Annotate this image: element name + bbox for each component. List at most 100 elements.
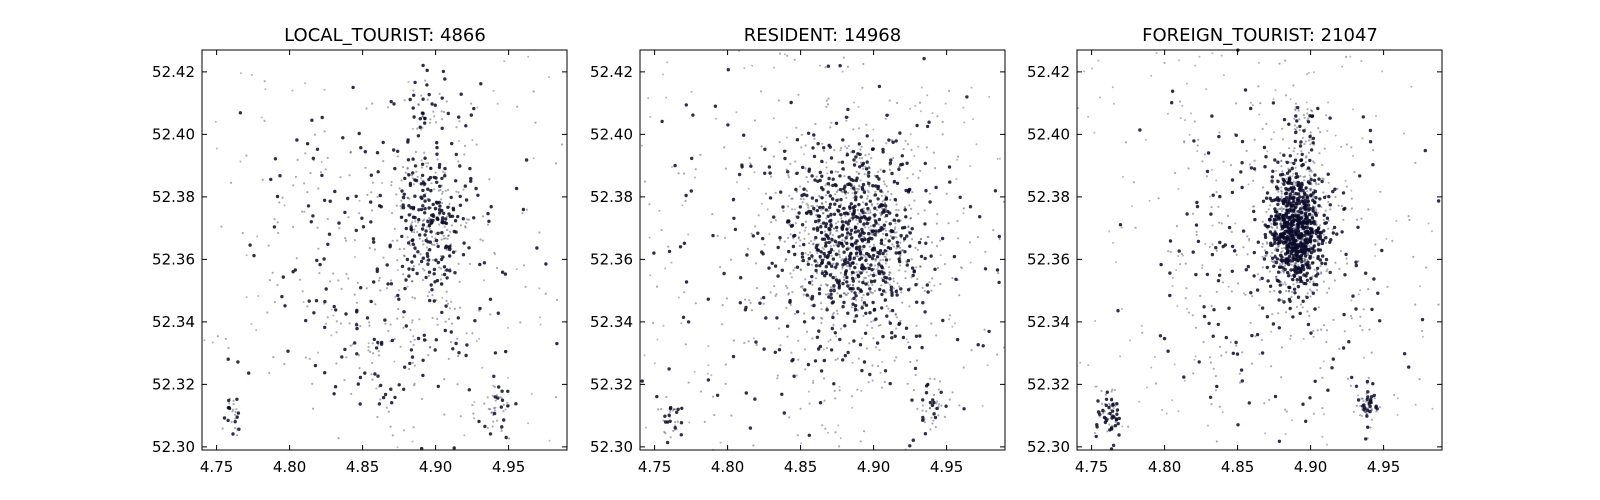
scatter-point [473, 401, 476, 403]
scatter-point [1270, 256, 1275, 260]
scatter-point [382, 256, 385, 259]
scatter-point [1288, 285, 1292, 290]
scatter-point [955, 178, 958, 180]
scatter-point [923, 209, 926, 212]
scatter-point [1408, 218, 1411, 222]
scatter-point [754, 340, 758, 344]
scatter-point [1305, 216, 1309, 220]
scatter-point [402, 192, 406, 196]
scatter-point [376, 374, 380, 378]
scatter-point [1293, 192, 1296, 195]
scatter-point [1241, 229, 1246, 233]
scatter-point [858, 219, 862, 224]
scatter-point [280, 294, 284, 299]
scatter-point [427, 270, 432, 274]
scatter-point [1116, 309, 1120, 313]
scatter-point [1302, 175, 1305, 179]
scatter-point [908, 204, 911, 207]
scatter-point [867, 153, 871, 156]
scatter-point [496, 102, 499, 105]
scatter-point [1153, 356, 1156, 358]
scatter-point [1296, 266, 1301, 270]
scatter-point [299, 278, 302, 281]
scatter-point [1304, 217, 1307, 220]
scatter-point [1287, 289, 1290, 292]
scatter-point [766, 208, 769, 211]
scatter-point [905, 234, 909, 238]
scatter-point [1365, 392, 1368, 395]
scatter-point [1264, 432, 1267, 435]
scatter-point [930, 403, 935, 408]
scatter-point [862, 209, 866, 213]
scatter-point [1303, 207, 1308, 212]
scatter-point [802, 320, 807, 324]
scatter-point [1294, 191, 1298, 196]
scatter-point [644, 426, 647, 429]
scatter-point [450, 224, 453, 227]
scatter-point [843, 353, 847, 358]
scatter-point [440, 310, 444, 315]
scatter-point [428, 298, 432, 303]
scatter-point [779, 344, 782, 347]
scatter-point [1288, 189, 1291, 193]
scatter-point [807, 206, 810, 209]
scatter-point [1341, 191, 1346, 195]
scatter-point [457, 191, 460, 194]
scatter-point [885, 314, 889, 318]
scatter-point [1305, 278, 1310, 282]
scatter-point [939, 239, 942, 242]
scatter-point [418, 237, 421, 240]
scatter-point [1327, 200, 1330, 204]
scatter-point [283, 363, 286, 366]
scatter-point [409, 340, 412, 343]
scatter-point [1108, 402, 1111, 405]
scatter-point [1323, 147, 1326, 150]
scatter-point [880, 306, 884, 310]
scatter-point [412, 426, 415, 429]
scatter-point [544, 262, 548, 266]
scatter-point [296, 158, 299, 161]
scatter-point [1284, 186, 1288, 191]
scatter-point [791, 291, 794, 294]
scatter-point [369, 220, 373, 224]
scatter-point [488, 297, 493, 301]
plot-border [201, 49, 568, 451]
scatter-point [404, 310, 407, 314]
scatter-point [1211, 52, 1214, 55]
scatter-point [846, 234, 849, 237]
scatter-point [923, 310, 927, 314]
scatter-point [832, 323, 835, 326]
y-tick-label: 52.40 [152, 125, 195, 143]
scatter-point [440, 209, 443, 213]
scatter-point [1338, 347, 1341, 350]
scatter-point [1100, 389, 1103, 393]
scatter-point [521, 212, 524, 215]
scatter-point [840, 226, 844, 230]
scatter-point [835, 254, 838, 257]
scatter-point [849, 247, 852, 250]
scatter-point [373, 248, 377, 251]
scatter-point [794, 160, 797, 163]
scatter-point [1277, 241, 1282, 245]
scatter-point [884, 196, 889, 200]
scatter-point [426, 254, 430, 258]
scatter-point [1293, 158, 1298, 162]
scatter-point [420, 446, 424, 451]
scatter-point [768, 196, 773, 200]
scatter-point [420, 166, 424, 169]
scatter-point [1327, 219, 1330, 222]
scatter-point [260, 116, 263, 119]
scatter-point [807, 253, 810, 256]
scatter-point [819, 302, 823, 305]
scatter-point [927, 120, 931, 124]
scatter-point [442, 237, 445, 240]
scatter-point [1120, 226, 1123, 229]
scatter-point [826, 103, 830, 106]
scatter-point [870, 256, 875, 261]
scatter-point [854, 225, 858, 229]
scatter-point [1306, 254, 1309, 257]
scatter-point [837, 241, 841, 245]
scatter-point [427, 354, 430, 357]
scatter-point [895, 356, 898, 359]
scatter-point [713, 104, 718, 108]
